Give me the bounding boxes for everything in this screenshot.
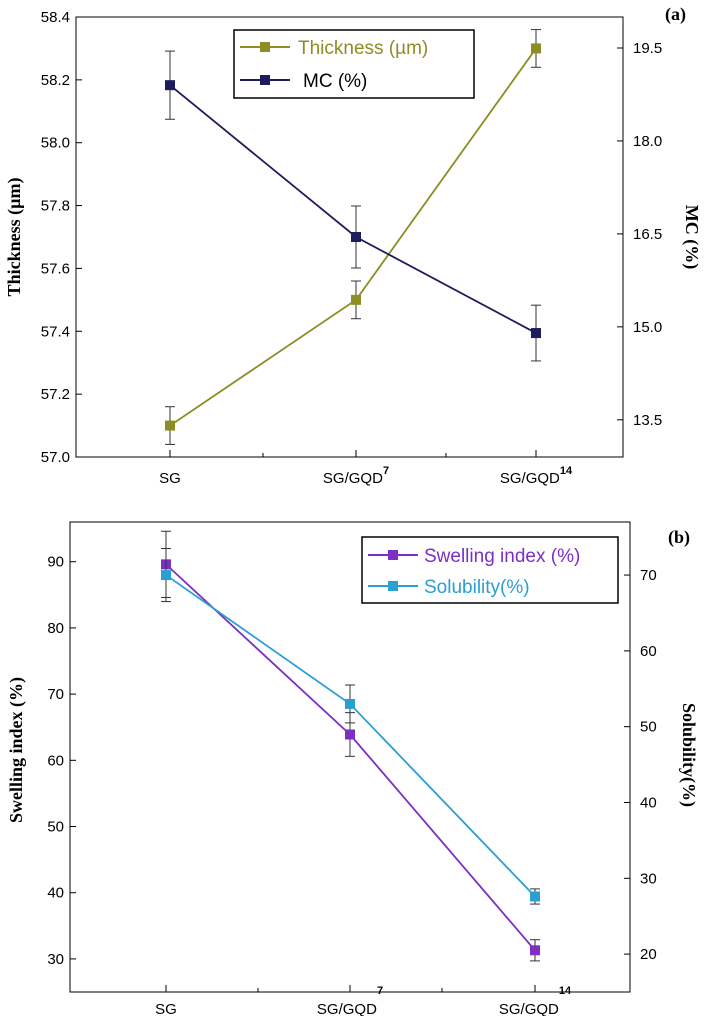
y-left-tick-label: 90 [47,554,64,571]
y-left-title-a: Thickness (µm) [4,178,25,297]
x-ticks-b [165,985,536,992]
y-right-tick-label: 60 [640,643,657,660]
data-point [530,945,540,956]
data-point [161,570,171,581]
legend-label-swelling: Swelling index (%) [424,546,580,567]
plot-frame-a [75,16,624,458]
series-a [165,29,541,445]
y-left-tick-label: 50 [47,819,64,836]
y-left-tick-label: 57.2 [41,386,70,403]
y-right-ticks-a: 13.5 15.0 16.5 18.0 19.5 [617,40,662,429]
series-b [161,530,540,962]
panel-a: (a) Thickness (µm) MC (%) 57.057.257.457… [4,4,702,487]
x-tick-label: SG/GQD7 [317,985,383,1016]
data-point [165,420,175,431]
x-tick-labels-a: SG SG/GQD7 SG/GQD14 [159,465,573,487]
x-tick-label-text: SG [159,470,181,487]
x-tick-label-superscript: 7 [377,985,383,997]
y-right-title-b: Solubility(%) [678,703,699,807]
data-point [531,43,541,54]
y-right-tick-label: 15.0 [633,319,662,336]
x-tick-label-text: SG/GQD [323,470,383,487]
y-left-tick-label: 58.4 [41,9,70,26]
y-right-tick-label: 40 [640,794,657,811]
data-point [531,328,541,339]
y-left-tick-label: 58.2 [41,72,70,89]
legend-marker-thickness [260,42,270,52]
legend-label-thickness: Thickness (µm) [298,38,428,59]
x-tick-label-text: SG/GQD [317,1001,377,1016]
x-tick-label: SG/GQD14 [499,985,572,1016]
series-line-0 [165,563,536,951]
legend-label-solubility: Solubility(%) [424,577,530,598]
y-right-title-a: MC (%) [681,205,702,269]
y-right-tick-label: 13.5 [633,412,662,429]
legend-a: Thickness (µm) MC (%) [233,29,475,99]
x-ticks-a [169,450,537,457]
x-tick-label-superscript: 14 [560,465,573,477]
data-point [165,80,175,91]
y-right-tick-label: 20 [640,946,657,963]
y-left-tick-label: 57.0 [41,449,70,466]
x-tick-label: SG [159,470,181,487]
y-right-tick-label: 50 [640,719,657,736]
y-right-tick-label: 18.0 [633,133,662,150]
legend-marker-swelling [388,550,398,560]
x-tick-label-text: SG/GQD [499,1001,559,1016]
y-left-ticks-a: 57.0 57.2 57.4 57.6 57.8 58.0 58.2 58.4 [41,9,82,466]
y-left-tick-label: 30 [47,951,64,968]
legend-box-b [361,536,619,604]
legend-marker-solubility [388,581,398,591]
y-left-tick-label: 57.8 [41,198,70,215]
y-left-tick-label: 70 [47,686,64,703]
x-tick-label: SG [155,1001,177,1016]
x-tick-label: SG/GQD14 [500,465,573,487]
x-tick-label-text: SG [155,1001,177,1016]
y-right-tick-label: 19.5 [633,40,662,57]
y-left-tick-label: 40 [47,885,64,902]
legend-label-mc: MC (%) [303,71,367,92]
panel-label-b: (b) [668,527,690,548]
y-right-tick-label: 30 [640,870,657,887]
legend-b: Swelling index (%) Solubility(%) [361,536,619,604]
x-tick-label: SG/GQD7 [323,465,389,487]
x-tick-label-text: SG/GQD [500,470,560,487]
y-left-tick-label: 80 [47,620,64,637]
y-left-tick-label: 57.6 [41,260,70,277]
y-left-title-b: Swelling index (%) [6,677,27,823]
x-tick-label-superscript: 14 [559,985,572,997]
y-right-ticks-b: 20 30 40 50 60 70 [624,567,657,963]
data-point [345,729,355,740]
legend-box-a [233,29,475,99]
y-left-tick-label: 60 [47,752,64,769]
panel-b: (b) Swelling index (%) Solubility(%) 30 4… [6,521,699,1016]
data-point [345,698,355,709]
data-point [351,294,361,305]
y-left-ticks-b: 30 40 50 60 70 80 90 [47,554,76,968]
y-left-tick-label: 58.0 [41,135,70,152]
y-right-tick-label: 70 [640,567,657,584]
legend-marker-mc [260,75,270,85]
y-left-tick-label: 57.4 [41,323,70,340]
data-point [530,891,540,902]
panel-label-a: (a) [665,4,686,25]
data-point [351,232,361,242]
y-right-tick-label: 16.5 [633,226,662,243]
x-tick-label-superscript: 7 [383,465,389,477]
